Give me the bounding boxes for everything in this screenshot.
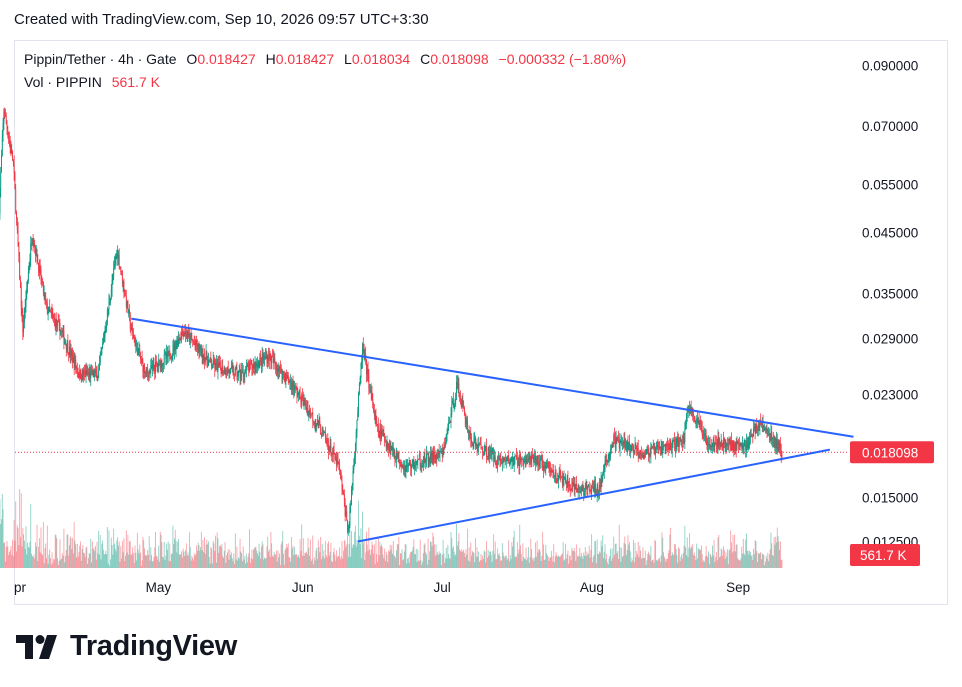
volume-bar <box>4 561 6 568</box>
volume-bar <box>8 552 10 568</box>
volume-label[interactable]: Vol · PIPPIN <box>24 74 102 90</box>
change-value: −0.000332 (−1.80%) <box>498 51 627 67</box>
candle-body <box>10 145 12 154</box>
tradingview-logo-text: TradingView <box>70 630 237 662</box>
volume-bar <box>12 539 13 568</box>
candle-body <box>11 151 13 154</box>
volume-bar <box>1 493 3 568</box>
volume-bar <box>6 541 8 568</box>
tradingview-logo-icon <box>16 634 57 659</box>
candle-body <box>2 123 4 137</box>
volume-bar <box>10 545 12 568</box>
high-value: 0.018427 <box>275 51 335 67</box>
tradingview-logo[interactable]: TradingView <box>16 630 237 663</box>
candle-body <box>9 141 11 146</box>
volume-bar <box>2 509 4 568</box>
volume-bar <box>7 546 9 568</box>
close-label: C <box>420 51 431 67</box>
open-label: O <box>186 51 198 67</box>
symbol-label[interactable]: Pippin/Tether · 4h · Gate <box>24 51 177 67</box>
candle-body <box>4 111 6 117</box>
candle-body <box>3 111 5 124</box>
candle-body <box>1 136 3 156</box>
volume-bar <box>5 547 7 568</box>
candle-body <box>7 129 9 137</box>
low-label: L <box>344 51 352 67</box>
volume-bar <box>4 542 6 568</box>
high-label: H <box>265 51 276 67</box>
volume-bar <box>9 550 11 568</box>
candle-body <box>5 115 7 124</box>
volume-bar <box>11 554 13 568</box>
candle-body <box>1 155 2 173</box>
ohlc-legend: Pippin/Tether · 4h · Gate O0.018427 H0.0… <box>24 51 626 67</box>
low-value: 0.018034 <box>351 51 411 67</box>
candle-body <box>12 151 13 161</box>
chart-creation-caption: Created with TradingView.com, Sep 10, 20… <box>14 11 429 28</box>
volume-value: 561.7 K <box>111 74 160 90</box>
volume-bar <box>3 543 5 568</box>
chart-frame <box>14 40 948 605</box>
volume-legend: Vol · PIPPIN 561.7 K <box>24 74 160 90</box>
candle-body <box>8 136 10 139</box>
candle-body <box>8 138 10 142</box>
candle-body <box>4 115 6 117</box>
volume-bar <box>8 555 10 568</box>
candle-body <box>6 123 8 130</box>
volume-bar <box>1 519 2 568</box>
open-value: 0.018427 <box>197 51 256 67</box>
volume-bar <box>0 524 2 568</box>
candle-body <box>0 172 2 191</box>
close-value: 0.018098 <box>430 51 489 67</box>
